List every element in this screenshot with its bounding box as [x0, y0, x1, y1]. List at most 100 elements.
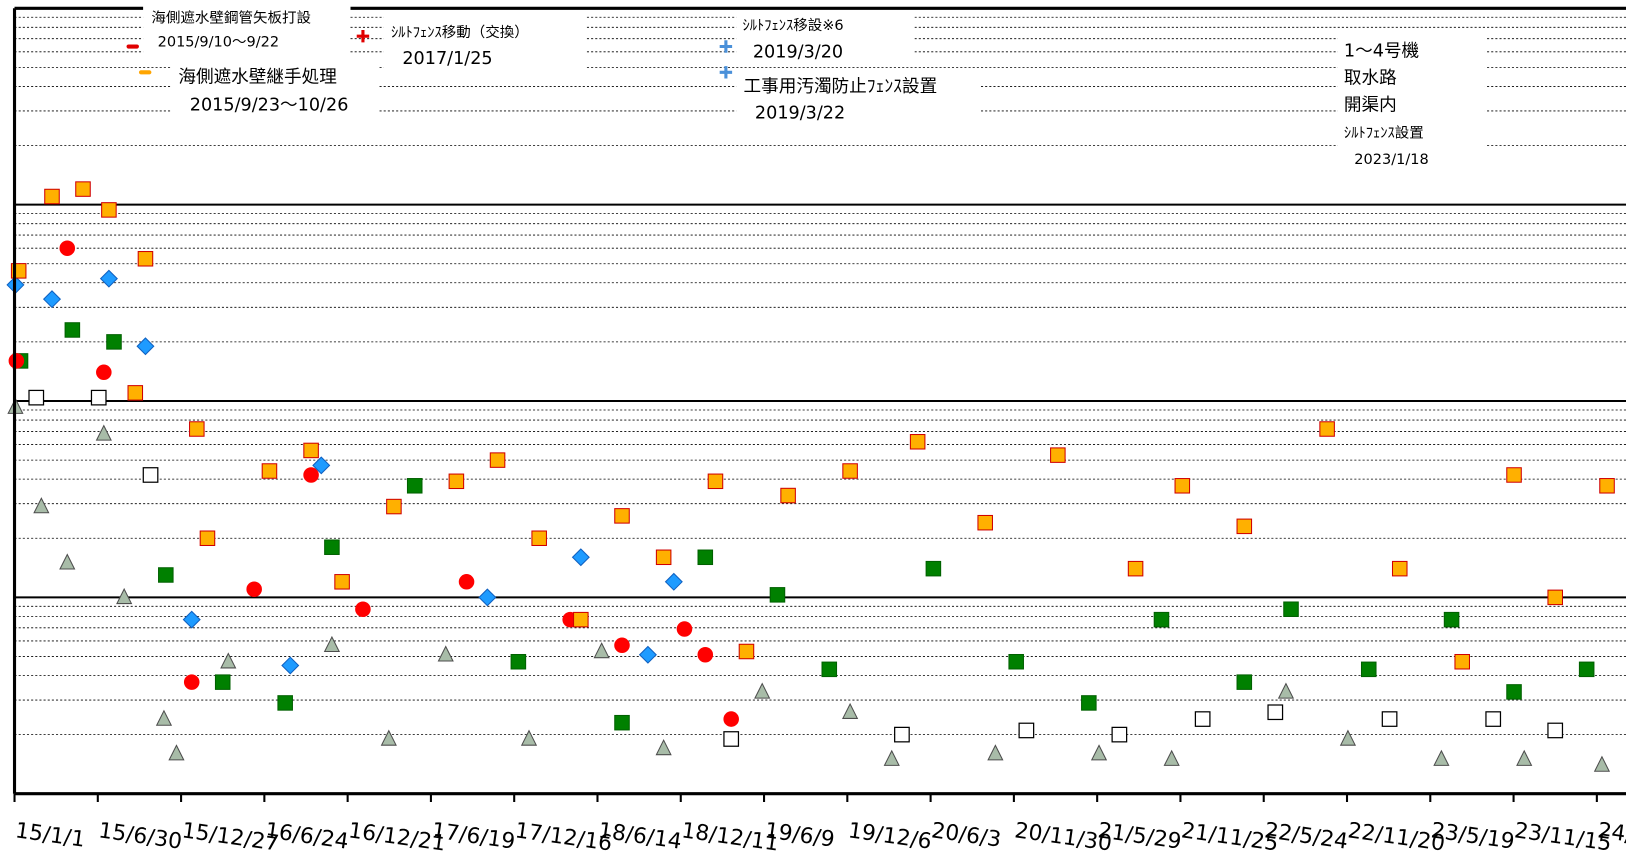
point — [64, 322, 81, 338]
point — [655, 549, 672, 566]
annotation-text: 2015/9/10～9/22 — [158, 34, 279, 50]
point — [158, 567, 174, 583]
point — [520, 729, 538, 746]
annotation-box — [171, 59, 379, 116]
point — [406, 478, 423, 494]
point — [780, 487, 796, 504]
point — [1081, 695, 1097, 711]
annotations: 海側遮水壁鋼管矢板打設 2015/9/10～9/22 海側遮水壁継手処理 2015/9… — [126, 5, 1485, 173]
point — [676, 621, 693, 637]
point — [1127, 560, 1144, 577]
point — [1485, 711, 1502, 727]
point — [137, 251, 154, 267]
point — [614, 637, 630, 654]
point — [458, 574, 475, 590]
point — [1090, 744, 1108, 761]
point — [142, 467, 159, 483]
point — [312, 456, 331, 475]
point — [59, 553, 76, 570]
annotation-text: ｼﾙﾄﾌｪﾝｽ移動（交換） — [391, 23, 529, 41]
annotation-text: 開渠内 — [1344, 95, 1397, 115]
point — [1194, 711, 1211, 727]
point — [182, 610, 201, 629]
point — [1391, 560, 1408, 577]
point — [1433, 749, 1450, 766]
point — [1163, 749, 1180, 766]
point — [769, 587, 786, 603]
point — [697, 549, 714, 566]
point — [96, 364, 112, 381]
point — [303, 467, 319, 483]
point — [281, 656, 300, 675]
annotation-text: ｼﾙﾄﾌｪﾝｽ移設※6 — [742, 17, 843, 34]
point — [1319, 421, 1335, 437]
point — [323, 635, 341, 653]
point — [324, 539, 340, 555]
point — [1153, 611, 1170, 628]
point — [510, 653, 527, 670]
point — [842, 463, 858, 479]
point — [1578, 661, 1595, 678]
marks — [6, 181, 1615, 772]
annotation-marker — [719, 40, 733, 53]
point — [220, 652, 237, 669]
point — [1454, 653, 1470, 670]
annotation-text: 2015/9/23～10/26 — [190, 95, 349, 115]
point — [842, 702, 859, 719]
point — [59, 240, 76, 256]
annotation-box — [736, 70, 980, 125]
annotation-text: 海側遮水壁継手処理 — [178, 68, 336, 88]
point — [42, 290, 62, 309]
point — [355, 601, 371, 617]
point — [614, 508, 630, 524]
point — [478, 588, 497, 607]
point — [95, 424, 112, 441]
point — [99, 269, 118, 288]
point — [106, 334, 122, 350]
point — [754, 682, 771, 699]
point — [8, 353, 25, 369]
point — [883, 749, 900, 766]
point — [44, 188, 60, 205]
point — [386, 498, 402, 515]
point — [723, 731, 740, 747]
point — [380, 729, 397, 746]
point — [28, 389, 45, 406]
point — [1174, 478, 1191, 494]
point — [1506, 684, 1522, 700]
annotation-text: 1～4号機 — [1344, 42, 1419, 62]
point — [614, 714, 630, 731]
point — [977, 514, 993, 531]
point — [664, 572, 683, 591]
point — [448, 473, 465, 490]
point — [1593, 755, 1611, 772]
point — [136, 337, 155, 356]
point — [1516, 749, 1533, 766]
point — [1018, 722, 1035, 739]
point — [697, 647, 714, 663]
point — [1050, 447, 1066, 463]
annotation-text: 2019/3/22 — [755, 104, 845, 124]
point — [909, 434, 926, 450]
point — [168, 744, 185, 761]
point — [75, 181, 91, 197]
point — [987, 744, 1004, 761]
point — [1008, 653, 1024, 670]
point — [277, 695, 293, 711]
point — [894, 726, 910, 743]
point — [1381, 711, 1398, 727]
point — [1360, 661, 1377, 678]
point — [1547, 589, 1563, 606]
annotation-text: 海側遮水壁鋼管矢板打設 — [151, 9, 311, 27]
point — [531, 530, 547, 546]
point — [489, 452, 506, 468]
point — [33, 497, 50, 514]
point — [655, 739, 672, 756]
annotation-box — [736, 10, 915, 65]
point — [1267, 704, 1284, 721]
point — [1277, 682, 1295, 699]
annotation-text: 工事用汚濁防止ﾌｪﾝｽ設置 — [744, 77, 938, 97]
x-tick-label: 24/ — [1596, 818, 1626, 848]
annotation-marker — [356, 29, 370, 43]
